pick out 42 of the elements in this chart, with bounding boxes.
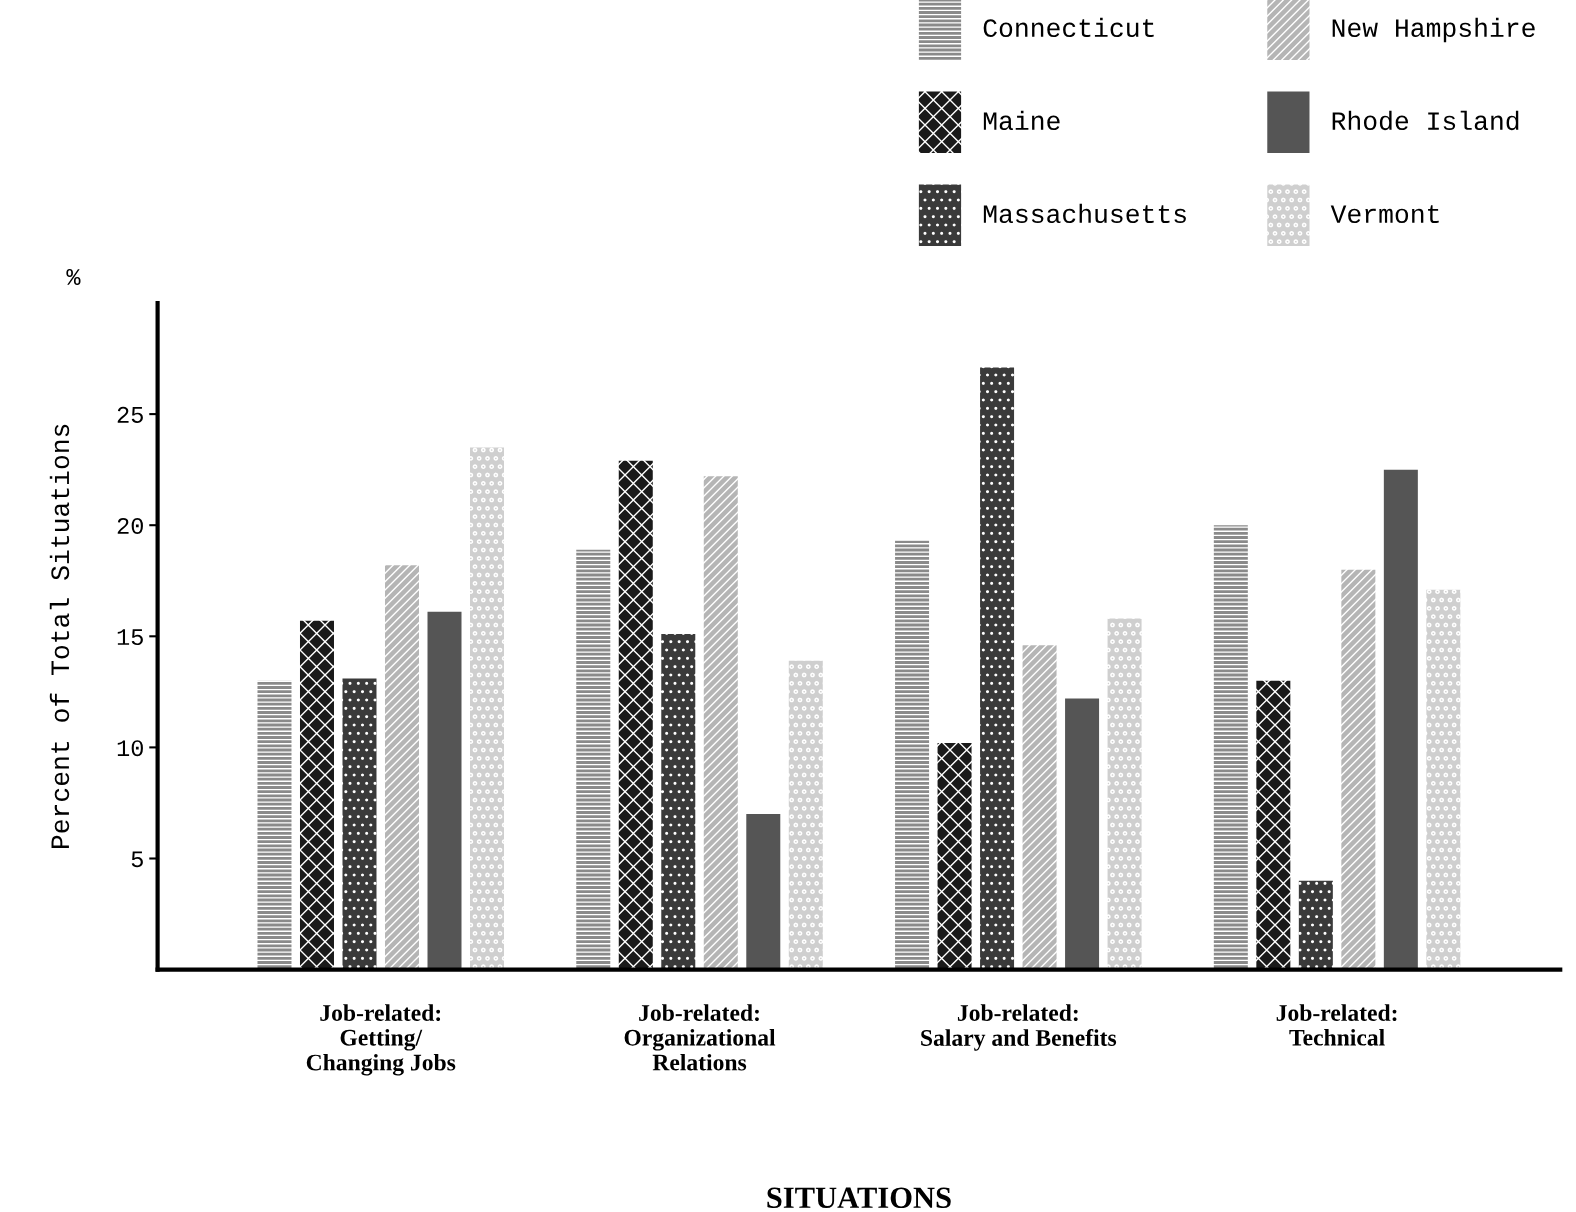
bar (618, 460, 653, 970)
bar (703, 476, 738, 970)
y-tick-label: 15 (117, 629, 143, 646)
x-tick-label: Job-related: Salary and Benefits (921, 1004, 1117, 1051)
bar (299, 620, 334, 970)
bar (1341, 569, 1376, 970)
text: % (66, 269, 81, 285)
bar (470, 447, 505, 970)
legend-label: Rhode Island (1332, 110, 1519, 131)
bar (576, 549, 611, 970)
legend-label: Vermont (1330, 205, 1439, 224)
bar (788, 660, 823, 970)
bar (1213, 525, 1248, 970)
bar (1298, 880, 1333, 970)
bar (1383, 469, 1418, 970)
x-tick-label: Job-related: Organizational Relations (624, 1004, 776, 1071)
bar (342, 678, 377, 970)
bar (257, 680, 292, 970)
bar (1107, 618, 1142, 970)
bar (746, 814, 781, 970)
y-tick-label: 25 (117, 406, 143, 423)
x-tick-label: Job-related: Technical (1276, 1004, 1397, 1046)
legend-label: Connecticut (983, 17, 1154, 38)
legend-label: Maine (983, 110, 1060, 131)
y-tick-label: 10 (117, 740, 143, 757)
y-axis-title: Percent of Total Situations (49, 424, 70, 849)
bar (427, 611, 462, 970)
x-axis-title: SITUATIONS (767, 1187, 951, 1209)
bar (385, 565, 419, 970)
x-tick-label: Job-related: Getting/ Changing Jobs (306, 1004, 456, 1076)
bar (1426, 589, 1461, 970)
legend-label: New Hampshire (1332, 17, 1535, 43)
bar (661, 634, 696, 970)
y-tick-label: 5 (131, 851, 143, 868)
legend-label: Massachusetts (983, 203, 1186, 224)
bar (895, 540, 930, 970)
bar (1256, 680, 1291, 970)
bar (937, 742, 972, 970)
y-tick-label: 20 (117, 517, 143, 534)
bar (1022, 645, 1057, 970)
bar (980, 367, 1015, 970)
bar (1065, 698, 1100, 970)
